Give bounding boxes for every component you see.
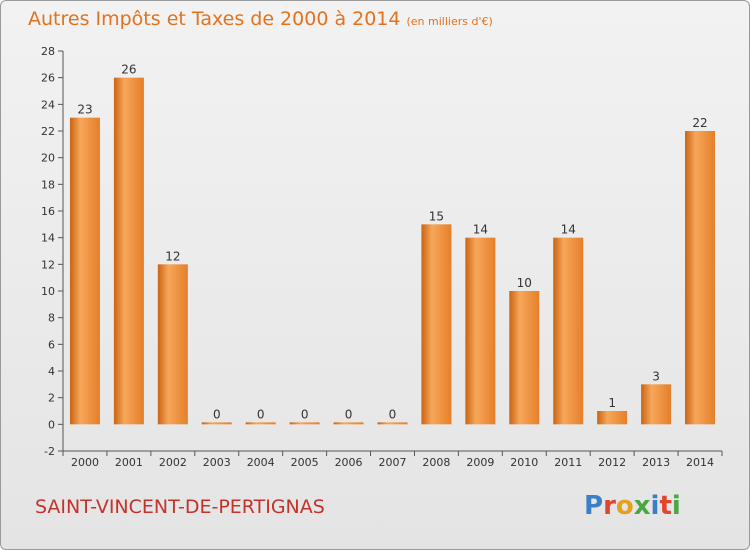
y-tick-label: 10 [41, 285, 55, 298]
bar [245, 422, 276, 425]
y-tick-label: 8 [48, 312, 55, 325]
commune-name: SAINT-VINCENT-DE-PERTIGNAS [35, 496, 325, 518]
bar [597, 411, 628, 425]
y-tick-label: 26 [41, 72, 55, 85]
x-tick-label: 2004 [247, 456, 275, 469]
y-tick-label: 0 [48, 418, 55, 431]
x-tick-label: 2011 [554, 456, 582, 469]
bar [201, 422, 232, 425]
data-label: 0 [257, 407, 265, 421]
bar [377, 422, 408, 425]
chart-title: Autres Impôts et Taxes de 2000 à 2014 (en… [28, 8, 493, 30]
x-tick-label: 2009 [466, 456, 494, 469]
bar [421, 224, 452, 425]
y-tick-label: 14 [41, 232, 55, 245]
data-label: 22 [692, 116, 707, 130]
data-label: 0 [301, 407, 309, 421]
logo-letter: i [650, 491, 660, 521]
logo-letter: t [659, 491, 672, 521]
data-label: 0 [345, 407, 353, 421]
y-tick-label: -2 [44, 445, 55, 458]
x-tick-label: 2001 [115, 456, 143, 469]
bar [289, 422, 320, 425]
bar [113, 77, 144, 425]
bar [157, 264, 188, 425]
chart-unit: (en milliers d'€) [406, 15, 493, 28]
logo-letter: x [633, 491, 651, 521]
x-tick-label: 2008 [422, 456, 450, 469]
y-tick-label: 6 [48, 338, 55, 351]
x-tick-label: 2012 [598, 456, 626, 469]
x-tick-label: 2010 [510, 456, 538, 469]
bar [465, 237, 496, 425]
data-label: 15 [429, 209, 444, 223]
y-tick-label: 20 [41, 152, 55, 165]
data-label: 14 [473, 223, 488, 237]
x-tick-label: 2000 [71, 456, 99, 469]
data-label: 3 [652, 369, 660, 383]
bar [69, 117, 100, 425]
logo-letter: i [671, 491, 681, 521]
y-tick-label: 12 [41, 258, 55, 271]
data-label: 23 [77, 103, 92, 117]
bar [641, 384, 672, 425]
data-label: 14 [561, 223, 576, 237]
data-label: 0 [213, 407, 221, 421]
x-tick-label: 2014 [686, 456, 714, 469]
x-tick-label: 2003 [203, 456, 231, 469]
bar [553, 237, 584, 425]
x-tick-label: 2007 [379, 456, 407, 469]
data-label: 12 [165, 249, 180, 263]
bar [685, 131, 716, 425]
y-tick-label: 18 [41, 178, 55, 191]
y-tick-label: 22 [41, 125, 55, 138]
bar [509, 291, 540, 425]
y-tick-label: 24 [41, 98, 55, 111]
y-tick-label: 4 [48, 365, 55, 378]
x-tick-label: 2013 [642, 456, 670, 469]
logo-letter: o [615, 491, 634, 521]
logo-letter: P [584, 491, 604, 521]
y-tick-label: 28 [41, 45, 55, 58]
x-tick-label: 2006 [335, 456, 363, 469]
proxiti-logo: Proxiti [584, 491, 681, 521]
data-label: 1 [608, 396, 616, 410]
chart-title-text: Autres Impôts et Taxes de 2000 à 2014 [28, 8, 401, 30]
plot-area: -202468101214161820222426282000232001262… [41, 45, 723, 469]
x-tick-label: 2002 [159, 456, 187, 469]
data-label: 10 [517, 276, 532, 290]
data-label: 0 [389, 407, 397, 421]
data-label: 26 [121, 63, 136, 77]
bar [333, 422, 364, 425]
y-tick-label: 16 [41, 205, 55, 218]
x-tick-label: 2005 [291, 456, 319, 469]
logo-letter: r [603, 491, 616, 521]
y-tick-label: 2 [48, 392, 55, 405]
